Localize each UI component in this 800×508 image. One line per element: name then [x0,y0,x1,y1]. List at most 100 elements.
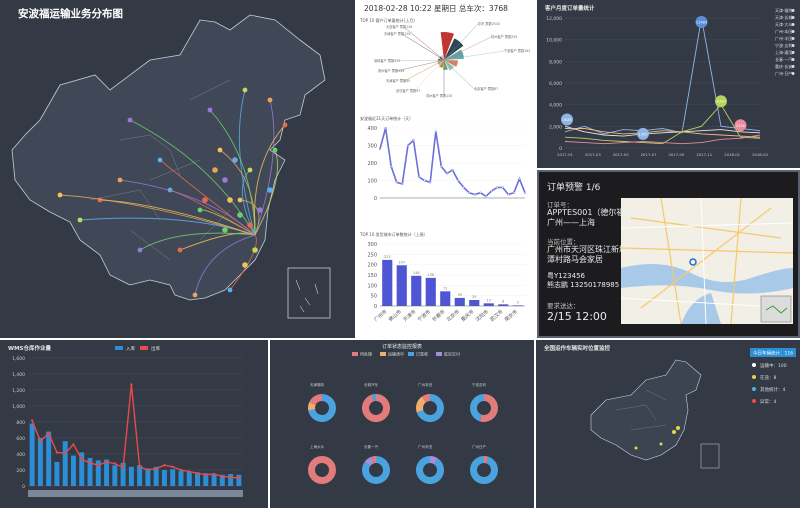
city-dot [252,247,258,253]
bar-rect [425,277,436,306]
trend-legend-item: 天津·福特 [775,7,792,13]
donut-label: 广州本田 [418,382,432,387]
bar-value: 8 [502,299,504,303]
line-point [462,186,465,189]
vehicle-map[interactable]: 今日车辆统计：116 运输中：100 在途：8 其他统计：4 异常：4 [536,340,800,508]
donut-slice [308,394,336,422]
city-dot [137,247,143,253]
donut-slice [364,456,374,466]
trend-callout [695,16,708,28]
rose-label: 大连客户 票数128 [386,24,412,29]
wms-bar [29,423,35,486]
trend-legend-item: 上海·通用 [775,49,792,55]
line-point [507,193,510,196]
city-dot [227,197,233,203]
bar-value: 71 [443,286,447,290]
trend-series [564,17,761,135]
bar-value: 13 [487,298,491,302]
donut-slice [308,456,336,484]
route-map-panel: 安波福运输业务分布图 [0,0,355,338]
bar-rect [454,297,465,306]
trend-series [564,125,761,137]
trend-chart[interactable]: 12,000 10,000 8,000 6,000 4,000 2,000 02017-01… [537,0,800,168]
wms-line-point [105,460,108,464]
trend-ytick: 2,000 [549,124,562,130]
wms-ytick: 1,600 [12,356,25,362]
line-title: 安波福近31天订单统计（天） [360,115,413,121]
wms-bar [87,458,93,486]
bar-rect [411,275,422,306]
trend-title: 客户月度订单量统计 [545,6,595,12]
wms-line-point [64,452,67,455]
trend-legend-item: 广州·本田 [775,28,792,34]
city-dot [127,117,133,123]
location-map[interactable] [621,198,793,324]
line-point [484,195,488,198]
bar-ytick: 250 [367,252,377,258]
trend-ytick: 12,000 [546,16,562,22]
stats-panel: 2018-02-28 10:22 星期日 总车次：3768 TOP 10 客户订… [356,0,536,338]
wms-bar [62,441,68,486]
legend-outbound-swatch [140,346,148,350]
city-dot [202,197,208,203]
donut-slice [362,456,390,484]
wms-bar [219,474,225,486]
wms-bar [137,465,143,486]
city-dot [117,177,123,183]
bar-value: 39 [458,293,462,297]
city-dot [282,122,288,128]
order-status-panel: 订单状态监控报表 待处理 运输途中 已签收 延迟交付 天津福特 长城汽车 广州本田 宁波吉利上… [270,340,534,508]
order-alert-panel[interactable]: 订单预警 1/6 订单号： APPTES001（德尔福） 广州——上海 当前位置… [537,170,800,338]
bar-ytick: 150 [367,273,377,279]
line-point [412,139,415,142]
donut-label: 广州日产 [472,444,486,449]
line-point [523,191,527,194]
trend-legend-item: 广州·丰田 [775,35,792,41]
city-dot [222,177,228,183]
rose-slice [444,60,458,67]
wms-bar [128,466,134,486]
donut-slice [371,456,376,464]
wms-ytick: 400 [16,452,25,458]
donut-legend-item: 延迟交付 [444,351,460,357]
map-title: 安波福运输业务分布图 [18,8,123,20]
rose-title: TOP 10 客户订单量统计(上月) [359,17,415,23]
wms-line-point [138,465,141,468]
donut-legend-item: 待处理 [360,351,372,357]
bar-category: 宁波市 [416,308,432,323]
bar-category: 沈阳市 [474,308,490,323]
trend-series [564,103,761,145]
wms-chart[interactable]: 入库 出库 1,600 1,400 1,200 1,000 800 600 400 200 0 [0,340,268,508]
donut-slice [416,396,426,413]
city-dot [232,157,238,163]
rose-chart[interactable]: 大连客户 票数128 天津客户 票数119 华东 票数2543 杭州客户 票数235 宁… [374,21,530,98]
line-point [378,147,382,151]
china-route-map[interactable] [0,0,355,338]
trend-callout [734,119,747,132]
trend-ytick: 6,000 [549,81,562,87]
daily-line-chart[interactable]: 400 300 200 100 0 [367,126,527,202]
wms-line-point [80,458,83,461]
position-line-1: 广州市天河区珠江新城 [547,245,627,254]
bar-value: 136 [427,273,434,277]
wms-bar [153,466,159,486]
rose-label: 武汉客户 票数97 [396,88,420,93]
bar-category: 北京市 [445,308,461,323]
alert-title: 订单预警 1/6 [547,183,601,193]
legend-ontheway: 在途：8 [760,374,776,381]
wms-ytick: 0 [22,484,25,490]
donut-slice [484,456,489,464]
donut-legend-swatch [352,352,358,356]
line-point [401,182,404,186]
rose-slice [443,60,448,70]
eta-label: 要求送达： [547,302,580,310]
bar-category: 长春市 [431,308,447,323]
city-bar-chart[interactable]: 300 250 200 150 100 50 0 223 广州市 197 佛山市 146 天津市 136 宁… [367,242,525,323]
legend-inbound: 入库 [126,345,135,352]
rose-label: 华东 票数2543 [478,21,500,26]
legend-ontheway-icon [752,375,756,379]
wms-line-point [55,451,59,454]
city-dot [257,207,263,213]
donut-slice [470,394,484,422]
